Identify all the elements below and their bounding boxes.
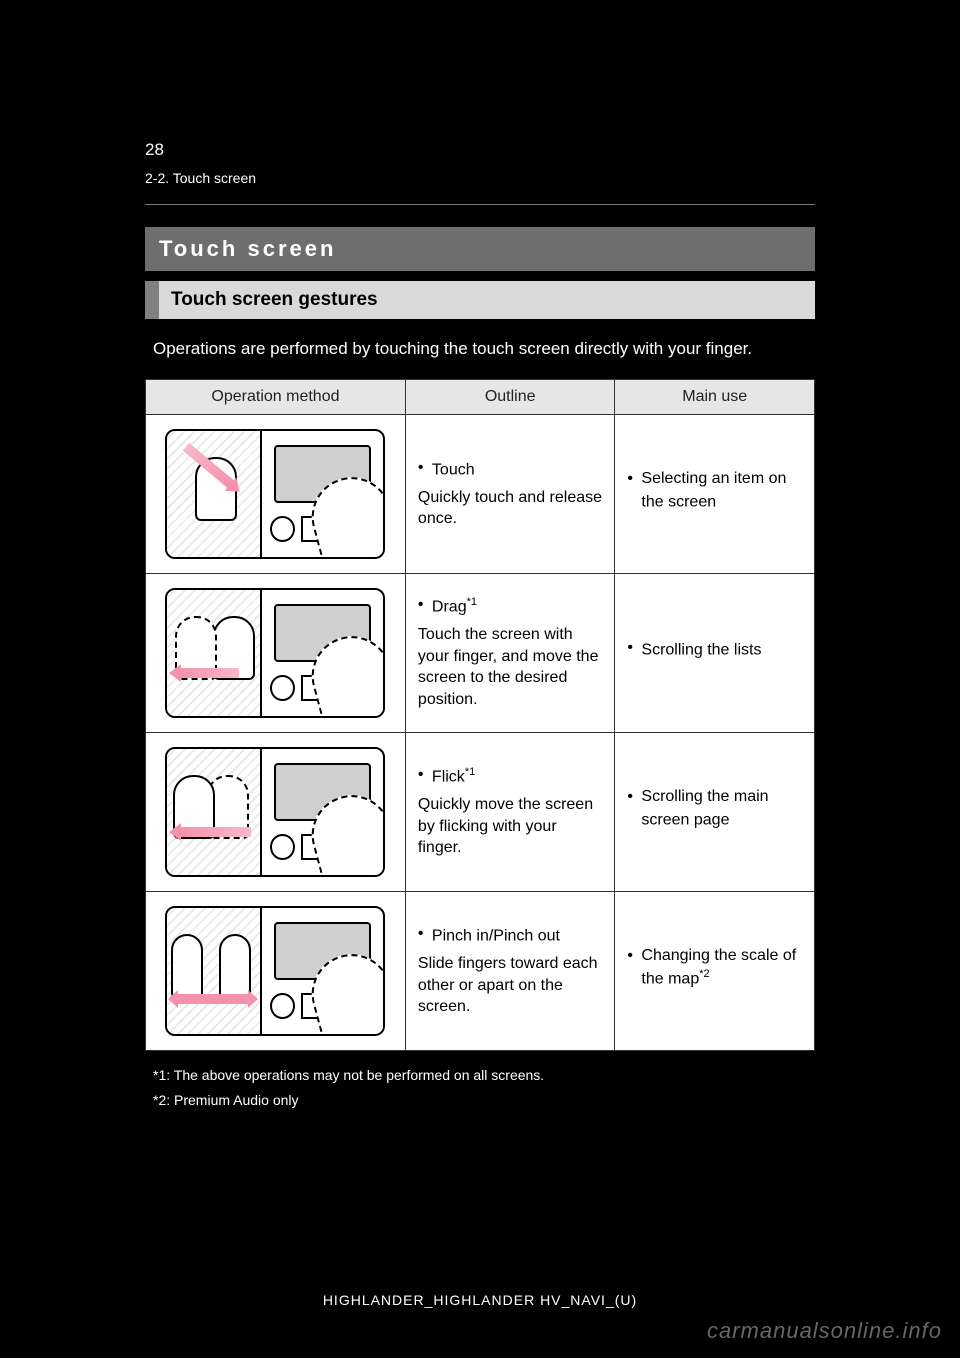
table-row: • Touch Quickly touch and release once. … — [146, 414, 815, 573]
bullet-text: Touch — [432, 458, 602, 481]
bullet-text: Selecting an item on the screen — [641, 469, 802, 513]
outline-cell: • Touch Quickly touch and release once. — [405, 414, 614, 573]
gesture-description: Touch the screen with your finger, and m… — [418, 624, 602, 710]
knob-icon — [270, 516, 295, 542]
bullet-item: • Touch — [418, 458, 602, 481]
illustration-cell — [146, 573, 406, 732]
bullet-item: • Scrolling the main screen page — [627, 787, 802, 831]
bullet-text: Scrolling the main screen page — [641, 787, 802, 831]
watermark: carmanualsonline.info — [707, 1318, 942, 1344]
pinch-illustration — [165, 906, 385, 1036]
outline-cell: • Drag*1 Touch the screen with your fing… — [405, 573, 614, 732]
mainuse-cell: • Selecting an item on the screen — [615, 414, 815, 573]
knob-icon — [270, 675, 295, 701]
gesture-description: Quickly move the screen by flicking with… — [418, 794, 602, 859]
knob-icon — [270, 993, 295, 1019]
mainuse-cell: • Changing the scale of the map*2 — [615, 891, 815, 1050]
page-number: 28 — [145, 140, 815, 160]
gesture-name: Pinch in/Pinch out — [432, 927, 560, 944]
gesture-description: Quickly touch and release once. — [418, 487, 602, 530]
closeup-panel — [167, 908, 262, 1034]
page-footer-label: HIGHLANDER_HIGHLANDER HV_NAVI_(U) — [0, 1292, 960, 1308]
bullet-item: • Scrolling the lists — [627, 638, 802, 661]
gesture-table: Operation method Outline Main use — [145, 379, 815, 1051]
arrow-icon — [179, 668, 239, 678]
mainuse-text: Scrolling the main screen page — [641, 788, 768, 828]
breadcrumb: 2-2. Touch screen — [145, 170, 815, 186]
footnotes: *1: The above operations may not be perf… — [153, 1065, 807, 1111]
footnote-text: The above operations may not be performe… — [174, 1067, 544, 1083]
mainuse-text: Scrolling the lists — [641, 642, 761, 659]
table-row: • Drag*1 Touch the screen with your fing… — [146, 573, 815, 732]
gesture-name: Touch — [432, 461, 475, 478]
bullet-dot-icon: • — [418, 458, 432, 477]
footnote: *2: Premium Audio only — [153, 1090, 807, 1111]
bullet-dot-icon: • — [418, 924, 432, 943]
outline-cell: • Flick*1 Quickly move the screen by fli… — [405, 732, 614, 891]
gesture-name: Drag — [432, 598, 467, 615]
arrow-both-icon — [177, 994, 249, 1004]
illustration-cell — [146, 732, 406, 891]
superscript: *1 — [467, 596, 477, 608]
bullet-dot-icon: • — [418, 765, 432, 784]
bullet-item: • Selecting an item on the screen — [627, 469, 802, 513]
device-panel — [262, 908, 383, 1034]
footnote-mark: *1 — [153, 1067, 166, 1083]
outline-cell: • Pinch in/Pinch out Slide fingers towar… — [405, 891, 614, 1050]
footnote-mark: *2 — [153, 1092, 166, 1108]
col-header-mainuse: Main use — [615, 379, 815, 414]
bullet-dot-icon: • — [627, 787, 641, 806]
bullet-dot-icon: • — [418, 595, 432, 614]
table-row: • Pinch in/Pinch out Slide fingers towar… — [146, 891, 815, 1050]
illustration-cell — [146, 891, 406, 1050]
finger-icon — [219, 934, 251, 998]
touch-illustration — [165, 429, 385, 559]
gesture-description: Slide fingers toward each other or apart… — [418, 953, 602, 1018]
mainuse-text: Changing the scale of the map — [641, 947, 796, 987]
gesture-name: Flick — [432, 768, 465, 785]
bullet-text: Drag*1 — [432, 595, 602, 618]
bullet-dot-icon: • — [627, 638, 641, 657]
mainuse-text: Selecting an item on the screen — [641, 470, 786, 510]
closeup-panel — [167, 590, 262, 716]
illustration-cell — [146, 414, 406, 573]
bullet-text: Pinch in/Pinch out — [432, 924, 602, 947]
bullet-text: Changing the scale of the map*2 — [641, 946, 802, 990]
bullet-dot-icon: • — [627, 469, 641, 488]
device-panel — [262, 749, 383, 875]
bullet-item: • Drag*1 — [418, 595, 602, 618]
header-rule — [145, 204, 815, 205]
footnote-text: Premium Audio only — [174, 1092, 299, 1108]
bullet-dot-icon: • — [627, 946, 641, 965]
superscript: *1 — [465, 766, 475, 778]
bullet-item: • Changing the scale of the map*2 — [627, 946, 802, 990]
col-header-outline: Outline — [405, 379, 614, 414]
flick-illustration — [165, 747, 385, 877]
intro-paragraph: Operations are performed by touching the… — [153, 337, 807, 361]
finger-icon — [171, 934, 203, 998]
bullet-text: Flick*1 — [432, 765, 602, 788]
bullet-text: Scrolling the lists — [641, 638, 802, 661]
drag-illustration — [165, 588, 385, 718]
mainuse-cell: • Scrolling the lists — [615, 573, 815, 732]
col-header-operation: Operation method — [146, 379, 406, 414]
mainuse-cell: • Scrolling the main screen page — [615, 732, 815, 891]
device-panel — [262, 431, 383, 557]
section-title: Touch screen — [145, 227, 815, 271]
device-panel — [262, 590, 383, 716]
knob-icon — [270, 834, 295, 860]
closeup-panel — [167, 431, 262, 557]
arrow-icon — [179, 827, 251, 837]
subsection-title: Touch screen gestures — [145, 281, 815, 319]
bullet-item: • Pinch in/Pinch out — [418, 924, 602, 947]
superscript: *2 — [699, 968, 709, 980]
bullet-item: • Flick*1 — [418, 765, 602, 788]
table-header-row: Operation method Outline Main use — [146, 379, 815, 414]
manual-page: 28 2-2. Touch screen Touch screen Touch … — [145, 140, 815, 1115]
footnote: *1: The above operations may not be perf… — [153, 1065, 807, 1086]
table-row: • Flick*1 Quickly move the screen by fli… — [146, 732, 815, 891]
closeup-panel — [167, 749, 262, 875]
